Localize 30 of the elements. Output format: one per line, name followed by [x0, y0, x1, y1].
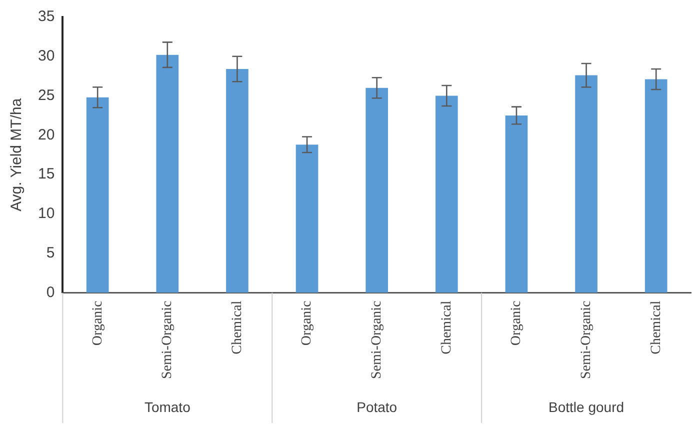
bar — [86, 97, 109, 293]
x-tick-label: Semi-Organic — [160, 300, 176, 380]
x-tick-label: Organic — [90, 300, 106, 346]
y-tick-label: 5 — [46, 244, 55, 262]
y-tick-label: 20 — [38, 126, 55, 144]
text: Potato — [356, 398, 398, 415]
bar — [505, 115, 528, 293]
y-tick-label: 35 — [38, 8, 55, 26]
bar — [366, 88, 388, 293]
x-tick-label: Semi-Organic — [578, 300, 594, 380]
bar — [156, 54, 179, 293]
bar — [644, 79, 668, 293]
bar — [296, 144, 318, 293]
text: Tomato — [144, 398, 191, 415]
x-tick-label: Chemical — [648, 300, 664, 354]
text: Bottle gourd — [548, 398, 624, 415]
bar — [435, 96, 458, 293]
x-tick-label: Organic — [300, 300, 315, 346]
x-tick-label: Organic — [509, 300, 524, 346]
y-tick-label: 15 — [38, 166, 55, 183]
x-tick-label: Chemical — [230, 300, 245, 354]
x-tick-label: Chemical — [439, 300, 454, 354]
bar — [226, 68, 248, 293]
y-tick-label: 25 — [38, 86, 55, 104]
y-tick-label: 30 — [38, 48, 55, 65]
y-tick-label: 0 — [46, 284, 55, 301]
y-tick-label: 10 — [38, 205, 55, 222]
y-axis-title: Avg. Yield MT/ha — [8, 98, 26, 212]
bar — [575, 75, 598, 293]
x-tick-label: Semi-Organic — [370, 300, 385, 380]
